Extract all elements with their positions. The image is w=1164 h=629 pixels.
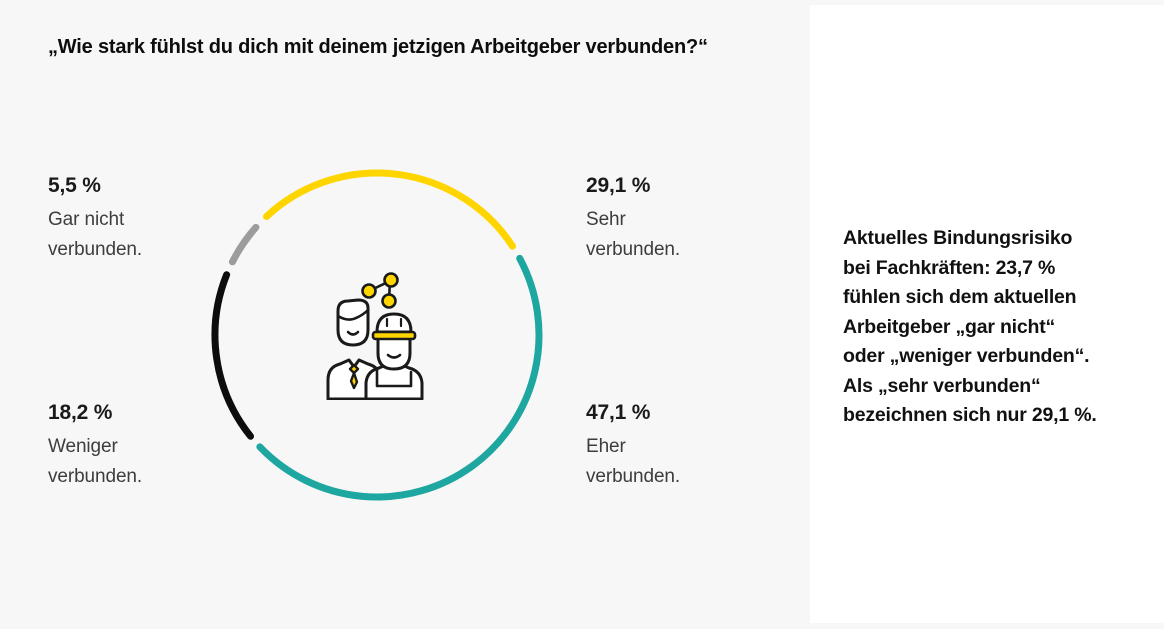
segment-label-line: verbunden. [586, 466, 681, 487]
segment-value: 5,5 % [48, 174, 101, 197]
segment-value: 18,2 % [48, 401, 113, 424]
summary-panel: Aktuelles Bindungsrisiko bei Fachkräften… [810, 5, 1164, 623]
summary-text-line: oder „weniger verbunden“. [843, 345, 1090, 367]
summary-text: Aktuelles Bindungsrisiko bei Fachkräften… [843, 224, 1148, 431]
summary-text-line: Arbeitgeber „gar nicht“ [843, 315, 1056, 338]
segment-label-line: Weniger [48, 436, 118, 457]
segment-label-line: verbunden. [48, 466, 143, 487]
segment-label-line: verbunden. [48, 239, 143, 260]
chart-title: „Wie stark fühlst du dich mit deinem jet… [48, 36, 708, 58]
share-network-icon [361, 272, 399, 309]
construction-worker-icon [364, 312, 424, 400]
donut-segment-eher-verbunden [256, 254, 543, 501]
segment-label-eher-verbunden: 47,1 % Eher verbunden. [586, 401, 796, 492]
segment-label-gar-nicht-verbunden: 5,5 % Gar nicht verbunden. [48, 174, 258, 265]
segment-label-line: Sehr [586, 209, 626, 230]
summary-text-line: bei Fachkräften: 23,7 % [843, 256, 1056, 279]
segment-label-sehr-verbunden: 29,1 % Sehr verbunden. [586, 174, 796, 265]
segment-value: 29,1 % [586, 174, 651, 197]
segment-label-weniger-verbunden: 18,2 % Weniger verbunden. [48, 401, 258, 492]
segment-value: 47,1 % [586, 401, 651, 424]
summary-text-line: Als „sehr verbunden“ [843, 374, 1041, 397]
segment-label-line: Eher [586, 436, 626, 457]
donut-segment-sehr-verbunden [263, 169, 516, 250]
people-teamwork-icon [326, 272, 424, 400]
segment-label-line: Gar nicht [48, 209, 125, 230]
donut-segment-weniger-verbunden [211, 271, 255, 440]
summary-text-line: bezeichnen sich nur 29,1 %. [843, 404, 1097, 426]
segment-label-line: verbunden. [586, 239, 681, 260]
summary-text-line: fühlen sich dem aktuellen [843, 286, 1077, 308]
donut-segment-gar-nicht-verbunden [228, 223, 260, 266]
summary-text-line: Aktuelles Bindungsrisiko [843, 227, 1073, 249]
donut-chart [211, 169, 543, 501]
